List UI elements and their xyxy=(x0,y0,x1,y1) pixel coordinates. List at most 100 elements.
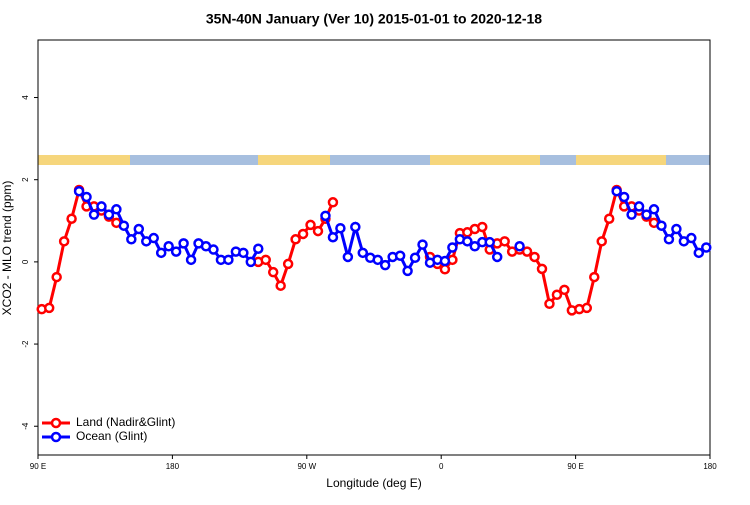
point xyxy=(663,234,675,245)
point xyxy=(641,209,652,220)
point xyxy=(372,254,383,266)
point xyxy=(245,256,257,268)
point xyxy=(551,289,563,301)
point xyxy=(58,236,70,247)
point xyxy=(350,221,361,233)
chart-title: 35N-40N January (Ver 10) 2015-01-01 to 2… xyxy=(206,11,542,27)
point xyxy=(253,243,264,254)
x-axis-label: Longitude (deg E) xyxy=(326,476,421,490)
point xyxy=(96,201,107,212)
land-mask-strip xyxy=(38,155,710,165)
point xyxy=(402,265,413,277)
point xyxy=(514,241,525,252)
point xyxy=(469,241,481,252)
point xyxy=(447,242,458,253)
point xyxy=(81,191,92,203)
point xyxy=(686,232,697,244)
plot-frame xyxy=(37,39,711,456)
point xyxy=(484,236,495,248)
point xyxy=(312,225,324,237)
point xyxy=(327,231,339,243)
land-strip xyxy=(258,155,330,165)
point xyxy=(544,298,555,310)
point xyxy=(223,254,234,266)
y-tick-label: 2 xyxy=(21,177,30,182)
x-tick-label: 90 E xyxy=(567,462,583,471)
point xyxy=(439,264,451,275)
x-tick-label: 90 W xyxy=(297,462,316,471)
series xyxy=(73,185,712,277)
point xyxy=(118,220,130,231)
x-tick-label: 180 xyxy=(703,462,717,471)
point xyxy=(536,263,548,275)
legend-marker xyxy=(50,431,62,443)
point xyxy=(163,241,174,252)
point xyxy=(596,236,607,247)
point xyxy=(51,271,62,283)
point xyxy=(671,223,682,235)
legend-label: Ocean (Glint) xyxy=(76,429,147,443)
x-tick-label: 180 xyxy=(166,462,180,471)
point xyxy=(208,244,219,255)
point xyxy=(148,232,159,244)
point xyxy=(462,236,473,247)
point xyxy=(290,234,301,245)
point xyxy=(417,239,428,250)
land-strip xyxy=(576,155,666,165)
point xyxy=(491,251,503,263)
point xyxy=(66,213,77,224)
y-tick-label: 0 xyxy=(21,259,30,264)
point xyxy=(327,197,339,208)
point xyxy=(357,247,369,259)
point xyxy=(581,302,593,314)
point xyxy=(633,201,645,212)
point xyxy=(477,221,488,233)
point xyxy=(394,250,406,261)
point xyxy=(305,219,316,231)
point xyxy=(648,204,660,215)
point xyxy=(170,246,182,257)
legend-marker xyxy=(50,417,62,429)
point xyxy=(499,236,510,247)
y-axis-label: XCO2 - MLO trend (ppm) xyxy=(0,181,14,316)
y-tick-label: -4 xyxy=(21,422,30,430)
y-tick-label: -2 xyxy=(21,340,30,348)
x-tick-label: 90 E xyxy=(30,462,46,471)
point xyxy=(439,255,451,267)
point xyxy=(126,234,137,245)
x-tick-label: 0 xyxy=(439,462,444,471)
point xyxy=(297,228,309,240)
point xyxy=(409,252,421,264)
point xyxy=(335,222,346,234)
point xyxy=(155,247,167,259)
legend-label: Land (Nadir&Glint) xyxy=(76,415,175,429)
ocean-strip xyxy=(38,155,710,165)
series xyxy=(36,184,660,316)
point xyxy=(267,266,279,278)
point xyxy=(559,284,570,296)
point xyxy=(626,209,637,220)
point xyxy=(111,204,122,215)
point xyxy=(379,259,391,271)
point xyxy=(529,251,540,263)
point xyxy=(521,246,533,257)
point xyxy=(260,254,271,266)
point xyxy=(342,251,354,263)
point xyxy=(88,209,100,220)
point xyxy=(693,247,705,259)
point xyxy=(275,280,286,291)
land-strip xyxy=(430,155,540,165)
point xyxy=(611,185,622,197)
point xyxy=(238,247,249,259)
point xyxy=(178,238,189,249)
point xyxy=(589,271,600,283)
point xyxy=(320,210,331,222)
point xyxy=(43,302,55,314)
point xyxy=(603,213,615,224)
point xyxy=(656,220,667,231)
point xyxy=(103,209,115,220)
point xyxy=(73,185,85,197)
y-tick-label: 4 xyxy=(21,95,30,100)
